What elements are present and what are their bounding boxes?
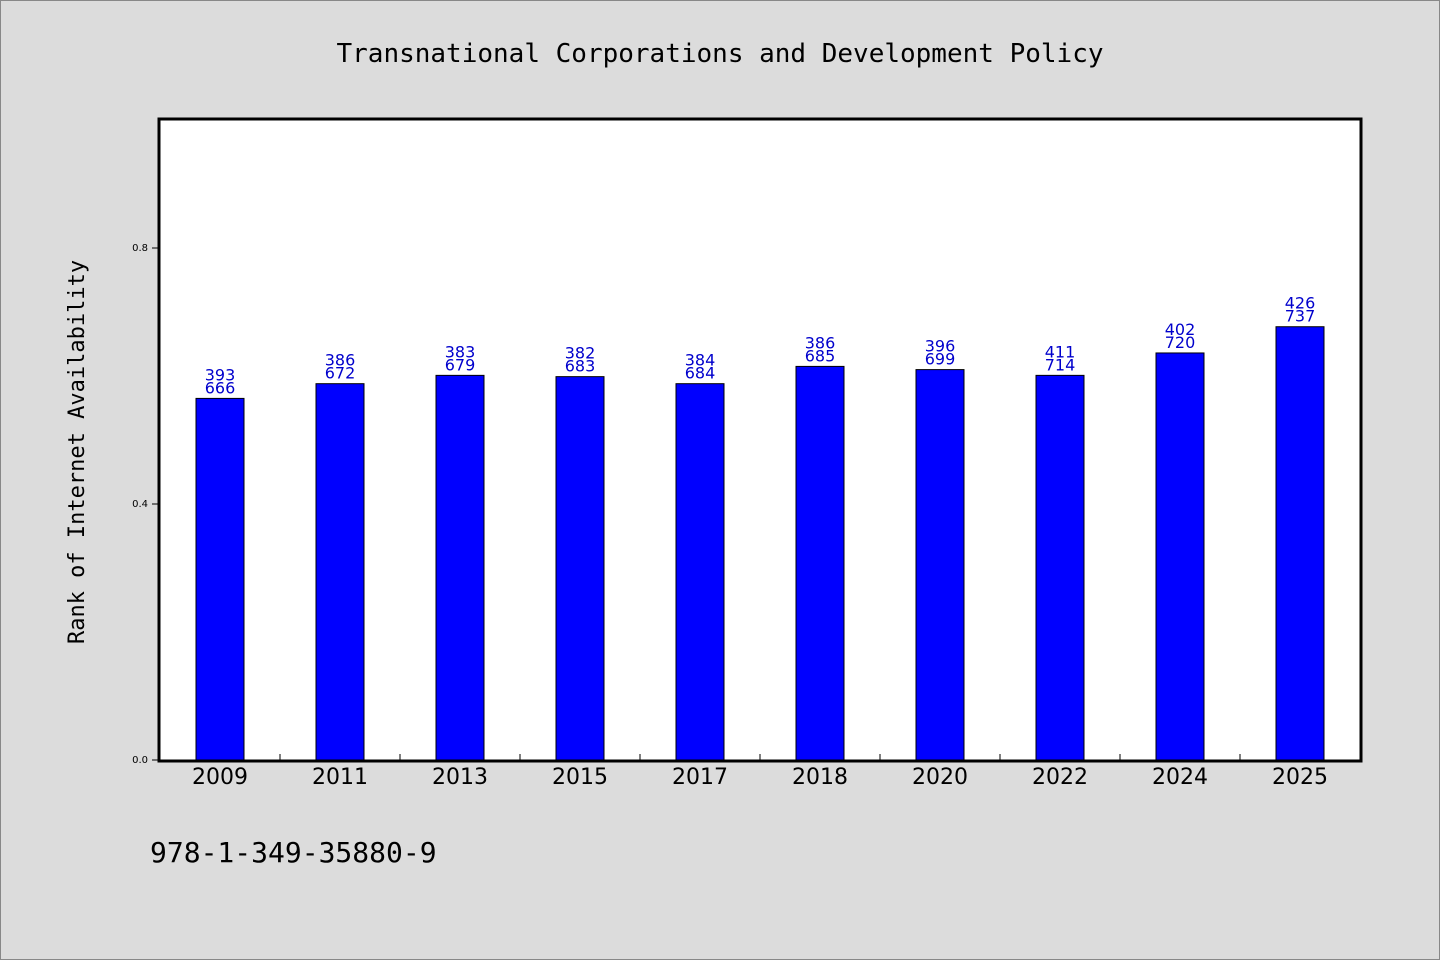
bar <box>435 374 485 761</box>
x-tick-label: 2024 <box>1152 765 1208 790</box>
bar <box>1155 352 1205 761</box>
bar-label-bottom: 684 <box>685 364 716 383</box>
bar-label-bottom: 699 <box>925 350 956 369</box>
bar-label-bottom: 666 <box>205 378 236 397</box>
bar-label-bottom: 672 <box>325 364 356 383</box>
bar <box>555 376 605 761</box>
bar <box>315 383 365 761</box>
isbn-text: 978-1-349-35880-9 <box>150 836 437 869</box>
x-tick-label: 2011 <box>312 765 368 790</box>
y-tick-label: 0.8 <box>132 243 148 254</box>
x-tick-label: 2025 <box>1272 765 1328 790</box>
bar <box>195 397 245 761</box>
x-tick-label: 2018 <box>792 765 848 790</box>
bar-label-bottom: 679 <box>445 355 476 374</box>
bar <box>795 365 845 761</box>
x-tick-label: 2013 <box>432 765 488 790</box>
bar-label-bottom: 685 <box>805 346 836 365</box>
bar-label-bottom: 683 <box>565 357 596 376</box>
bar-label-top: 383 <box>445 342 476 361</box>
chart-title: Transnational Corporations and Developme… <box>336 39 1103 69</box>
x-tick-label: 2015 <box>552 765 608 790</box>
bar-label-top: 384 <box>685 351 716 370</box>
bar-label-bottom: 720 <box>1165 333 1196 352</box>
bar-series <box>195 326 1325 761</box>
bar-label-top: 411 <box>1045 342 1076 361</box>
x-axis: 2009 2011 2013 2015 2017 2018 2020 2022 2024 2025 <box>192 754 1328 790</box>
x-tick-label: 2020 <box>912 765 968 790</box>
y-tick-label: 0.0 <box>132 755 148 766</box>
bar-label-top: 382 <box>565 344 596 363</box>
y-tick-label: 0.4 <box>132 499 148 510</box>
x-tick-label: 2009 <box>192 765 248 790</box>
bar <box>1275 326 1325 761</box>
bar-label-top: 386 <box>325 351 356 370</box>
bar <box>915 369 965 761</box>
bar-label-top: 386 <box>805 333 836 352</box>
bar <box>675 383 725 761</box>
y-axis-label: Rank of Internet Availability <box>65 260 90 644</box>
bar-label-top: 393 <box>205 365 236 384</box>
x-tick-label: 2017 <box>672 765 728 790</box>
x-tick-label: 2022 <box>1032 765 1088 790</box>
bar-label-top: 402 <box>1165 320 1196 339</box>
bar-label-bottom: 714 <box>1045 355 1076 374</box>
bar <box>1035 374 1085 761</box>
bar-label-top: 426 <box>1285 294 1316 313</box>
bar-label-bottom: 737 <box>1285 307 1316 326</box>
bar-label-top: 396 <box>925 337 956 356</box>
y-axis: 0.0 0.4 0.8 <box>132 243 160 766</box>
